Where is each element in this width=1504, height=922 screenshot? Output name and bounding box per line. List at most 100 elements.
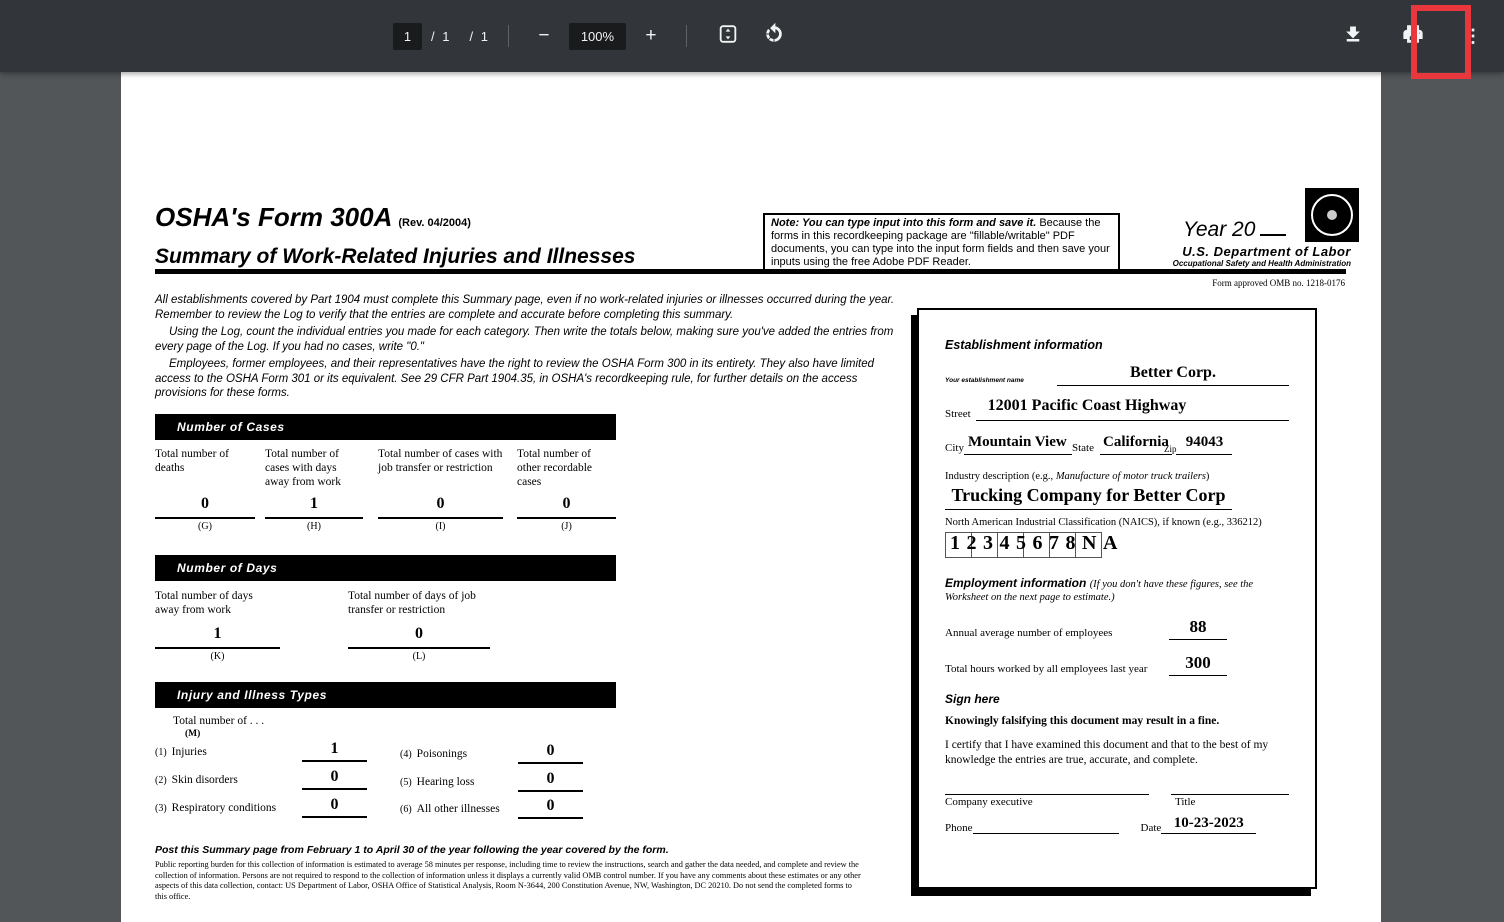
injuries-field[interactable]: 1 xyxy=(302,740,367,762)
field-label: Total number of days of job transfer or … xyxy=(348,590,476,616)
pdf-toolbar: / 1 / 1 − 100% + xyxy=(0,0,1504,72)
item-label: Injuries xyxy=(171,746,207,758)
hours-worked-field[interactable]: 300 xyxy=(1169,653,1227,676)
injury-row-all-other: (6) All other illnesses 0 xyxy=(400,797,620,819)
year-label: Year 20 xyxy=(1183,218,1256,241)
column-letter: (H) xyxy=(307,521,321,532)
section-header-number-of-days: Number of Days xyxy=(155,555,616,581)
state-field[interactable]: California xyxy=(1099,434,1172,455)
industry-label-prefix: Industry description (e.g., xyxy=(945,471,1056,482)
item-number: (6) xyxy=(400,804,412,815)
omb-approval-note: Form approved OMB no. 1218-0176 xyxy=(1212,278,1345,288)
cases-col-deaths: Total number of deaths 0 (G) xyxy=(155,447,255,532)
all-other-illnesses-field[interactable]: 0 xyxy=(518,797,583,819)
employees-label: Annual average number of employees xyxy=(945,627,1113,639)
page-number-input[interactable] xyxy=(393,22,422,50)
item-number: (3) xyxy=(155,803,167,814)
toolbar-divider xyxy=(507,25,509,47)
establishment-header: Establishment information xyxy=(945,338,1103,352)
department-subtitle: Occupational Safety and Health Administr… xyxy=(1172,259,1351,268)
year-field[interactable]: Year 20 xyxy=(1183,216,1287,242)
column-letter: (G) xyxy=(198,521,212,532)
column-letter: (I) xyxy=(435,521,446,532)
naics-field[interactable]: 12345678NA xyxy=(950,532,1124,554)
street-row: Street 12001 Pacific Coast Highway xyxy=(945,397,1289,421)
establishment-name-row: Your establishment name Better Corp. xyxy=(945,364,1289,386)
falsifying-warning: Knowingly falsifying this document may r… xyxy=(945,715,1220,727)
note-body: Because the forms in this recordkeeping … xyxy=(771,217,1110,268)
zoom-in-button[interactable]: + xyxy=(634,19,668,53)
title-rule xyxy=(155,269,1346,274)
industry-description-label: Industry description (e.g., Manufacture … xyxy=(945,471,1289,482)
phone-label: Phone xyxy=(945,822,973,834)
industry-label-suffix: ) xyxy=(1205,471,1210,482)
item-number: (2) xyxy=(155,775,167,786)
item-label: Hearing loss xyxy=(416,776,475,788)
print-button-highlight-box xyxy=(1411,5,1471,79)
street-label: Street xyxy=(945,408,971,420)
hearing-loss-field[interactable]: 0 xyxy=(518,770,583,792)
city-field[interactable]: Mountain View xyxy=(963,434,1072,455)
department-title: U.S. Department of Labor xyxy=(1182,244,1351,259)
year-blank-line[interactable] xyxy=(1260,216,1287,236)
cases-other-recordable-field[interactable]: 0 xyxy=(517,495,616,519)
column-letter: (J) xyxy=(561,521,572,532)
date-field[interactable]: 10-23-2023 xyxy=(1161,815,1257,834)
naics-field-boxes[interactable]: 12345678NA xyxy=(945,532,1289,560)
cases-job-transfer-field[interactable]: 0 xyxy=(378,495,503,519)
cases-col-other-recordable: Total number of other recordable cases 0… xyxy=(517,447,616,532)
field-label: Total number of cases with job transfer … xyxy=(378,448,503,474)
state-label: State xyxy=(1071,442,1094,454)
note-title: Note: You can type input into this form … xyxy=(771,217,1037,229)
signature-row: Company executive Title xyxy=(945,794,1289,808)
column-letter: (K) xyxy=(210,651,225,662)
zoom-out-button[interactable]: − xyxy=(527,19,561,53)
post-summary-note: Post this Summary page from February 1 t… xyxy=(155,844,669,856)
employment-header-note: (If you don't have these figures, see th… xyxy=(945,579,1254,603)
total-deaths-field[interactable]: 0 xyxy=(155,495,255,519)
fit-to-page-button[interactable] xyxy=(705,13,751,59)
employees-field[interactable]: 88 xyxy=(1169,617,1227,640)
naics-label: North American Industrial Classification… xyxy=(945,517,1262,528)
form-title: OSHA's Form 300A (Rev. 04/2004) xyxy=(155,202,471,233)
establishment-name-label: Your establishment name xyxy=(945,377,1024,384)
cases-days-away-field[interactable]: 1 xyxy=(265,495,363,519)
employees-row: Annual average number of employees 88 xyxy=(945,617,1289,640)
company-executive-signature-line[interactable]: Company executive xyxy=(945,794,1149,808)
days-away-field[interactable]: 1 xyxy=(155,625,280,649)
establishment-name-field[interactable]: Better Corp. xyxy=(1057,364,1289,386)
city-state-zip-row: City Mountain View State California Zip … xyxy=(945,434,1289,455)
paperwork-burden-statement: Public reporting burden for this collect… xyxy=(155,860,861,901)
item-label: Respiratory conditions xyxy=(171,802,277,814)
poisonings-field[interactable]: 0 xyxy=(518,742,583,764)
page-count: / 1 xyxy=(469,28,490,44)
toolbar-center-controls: / 1 / 1 − 100% + xyxy=(393,0,797,72)
employment-information-header: Employment information (If you don't hav… xyxy=(945,577,1289,604)
zip-field[interactable]: 94043 xyxy=(1176,434,1233,455)
days-job-transfer-field[interactable]: 0 xyxy=(348,625,490,649)
field-label: Total number of days away from work xyxy=(155,590,253,616)
download-button[interactable] xyxy=(1330,13,1376,59)
injury-total-label: Total number of . . . xyxy=(173,715,265,727)
field-label: Total number of cases with days away fro… xyxy=(265,448,342,488)
skin-disorders-field[interactable]: 0 xyxy=(302,768,367,790)
rotate-button[interactable] xyxy=(751,13,797,59)
respiratory-conditions-field[interactable]: 0 xyxy=(302,796,367,818)
form-revision: (Rev. 04/2004) xyxy=(398,217,471,229)
industry-description-field[interactable]: Trucking Company for Better Corp xyxy=(945,485,1232,510)
download-icon xyxy=(1343,24,1363,49)
injury-row-poisonings: (4) Poisonings 0 xyxy=(400,742,620,764)
title-label: Title xyxy=(1175,796,1196,808)
zoom-level-display[interactable]: 100% xyxy=(568,22,626,50)
injury-row-injuries: (1) Injuries 1 xyxy=(155,740,405,762)
dol-seal-circle xyxy=(1311,194,1353,236)
page-count-label: / 1 xyxy=(431,28,452,44)
cases-col-job-transfer: Total number of cases with job transfer … xyxy=(378,447,503,532)
intro-paragraph-3: Employees, former employees, and their r… xyxy=(155,358,875,399)
phone-field[interactable] xyxy=(972,820,1119,834)
title-signature-line[interactable]: Title xyxy=(1171,794,1289,808)
form-title-text: OSHA's Form 300A xyxy=(155,202,393,232)
street-field[interactable]: 12001 Pacific Coast Highway xyxy=(975,397,1289,421)
fit-to-page-icon xyxy=(717,23,739,50)
section-header-number-of-cases: Number of Cases xyxy=(155,414,616,440)
